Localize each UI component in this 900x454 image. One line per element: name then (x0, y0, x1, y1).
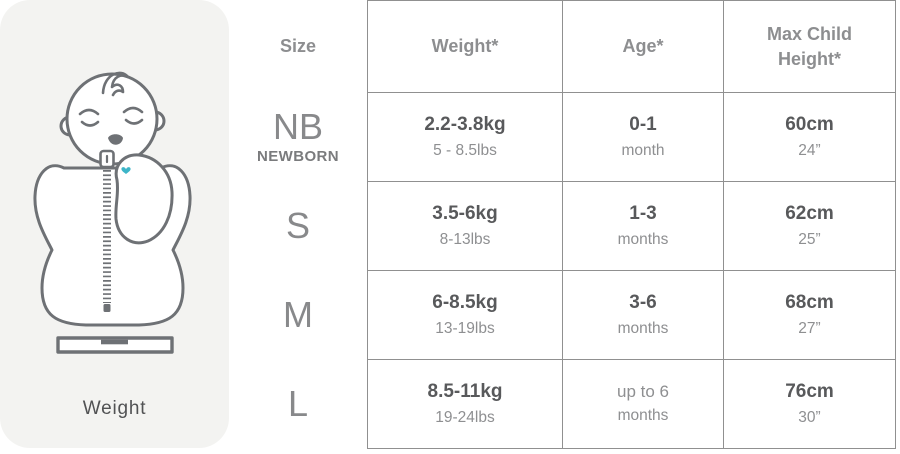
table-row-l: 8.5-11kg 19-24lbs up to 6 months 76cm 30… (367, 359, 896, 449)
size-column-header-band: Size (229, 0, 367, 92)
weight-metric-value: 3.5-6kg (432, 203, 498, 225)
height-imperial-value: 24” (798, 141, 821, 159)
height-imperial-value: 25” (798, 230, 821, 248)
height-cell: 68cm 27” (723, 270, 896, 360)
weight-metric-value: 8.5-11kg (427, 381, 503, 403)
baby-eye-right (124, 118, 144, 125)
age-value: up to 6 (617, 382, 669, 402)
col-header-height-text: Max Child Height* (766, 24, 852, 69)
age-value: 0-1 (629, 114, 657, 136)
baby-brow-right (122, 106, 144, 114)
height-imperial-value: 30” (798, 408, 821, 426)
baby-mouth (108, 134, 123, 145)
baby-hair-curl (101, 71, 130, 97)
age-unit: months (617, 230, 669, 248)
height-metric-value: 68cm (785, 292, 834, 314)
weight-cell: 3.5-6kg 8-13lbs (367, 181, 563, 271)
height-metric-value: 62cm (785, 203, 834, 225)
weight-imperial-value: 5 - 8.5lbs (433, 141, 497, 159)
baby-eye-left (80, 120, 100, 127)
weight-cell: 8.5-11kg 19-24lbs (367, 359, 563, 449)
weight-cell: 2.2-3.8kg 5 - 8.5lbs (367, 92, 563, 182)
scale-display (101, 339, 128, 345)
weight-panel: Weight (0, 0, 229, 448)
size-column-header: Size (279, 35, 317, 56)
height-cell: 76cm 30” (723, 359, 896, 449)
age-cell: 0-1 month (562, 92, 724, 182)
age-unit: month (621, 141, 665, 159)
age-cell: 1-3 months (562, 181, 724, 271)
weight-imperial-value: 13-19lbs (435, 319, 495, 337)
table-row-nb: 2.2-3.8kg 5 - 8.5lbs 0-1 month 60cm 24” (367, 92, 896, 182)
table-header-row: Weight* Age* Max Child Height* (367, 0, 896, 93)
age-unit: months (617, 407, 669, 425)
height-cell: 62cm 25” (723, 181, 896, 271)
weight-label: Weight (82, 398, 147, 419)
size-cell-s: S (229, 181, 367, 270)
swaddle-arm-right (114, 153, 174, 245)
baby-brow-left (78, 108, 100, 116)
table-row-m: 6-8.5kg 13-19lbs 3-6 months 68cm 27” (367, 270, 896, 360)
age-cell: up to 6 months (562, 359, 724, 449)
age-value: 3-6 (629, 292, 657, 314)
size-label: L (287, 382, 309, 424)
size-cell-l: L (229, 359, 367, 448)
table-row-s: 3.5-6kg 8-13lbs 1-3 months 62cm 25” (367, 181, 896, 271)
weight-cell: 6-8.5kg 13-19lbs (367, 270, 563, 360)
height-metric-value: 60cm (785, 114, 834, 136)
col-header-weight: Weight* (367, 0, 563, 93)
swaddled-baby-illustration (33, 71, 192, 354)
height-imperial-value: 27” (798, 319, 821, 337)
col-header-age: Age* (562, 0, 724, 93)
zipper-stop (103, 304, 111, 312)
age-cell: 3-6 months (562, 270, 724, 360)
col-header-age-text: Age* (622, 36, 664, 57)
height-cell: 60cm 24” (723, 92, 896, 182)
size-sublabel: NEWBORN (257, 147, 339, 165)
col-header-weight-text: Weight* (431, 36, 499, 57)
heart-icon (121, 167, 131, 174)
size-label: NB (272, 105, 323, 147)
size-label: S (285, 204, 310, 246)
height-metric-value: 76cm (785, 381, 834, 403)
age-value: 1-3 (629, 203, 657, 225)
weight-metric-value: 2.2-3.8kg (424, 114, 506, 136)
age-unit: months (617, 319, 669, 337)
size-label: M (283, 293, 313, 335)
size-column: Size NB NEWBORN S M L (229, 0, 367, 448)
col-header-height: Max Child Height* (723, 0, 896, 93)
weight-metric-value: 6-8.5kg (432, 292, 498, 314)
scale-platform (56, 336, 174, 354)
size-cell-m: M (229, 270, 367, 359)
weight-imperial-value: 19-24lbs (435, 408, 495, 426)
size-cell-nb: NB NEWBORN (229, 92, 367, 181)
size-table: Weight* Age* Max Child Height* 2.2-3.8kg… (367, 0, 896, 449)
weight-imperial-value: 8-13lbs (439, 230, 491, 248)
